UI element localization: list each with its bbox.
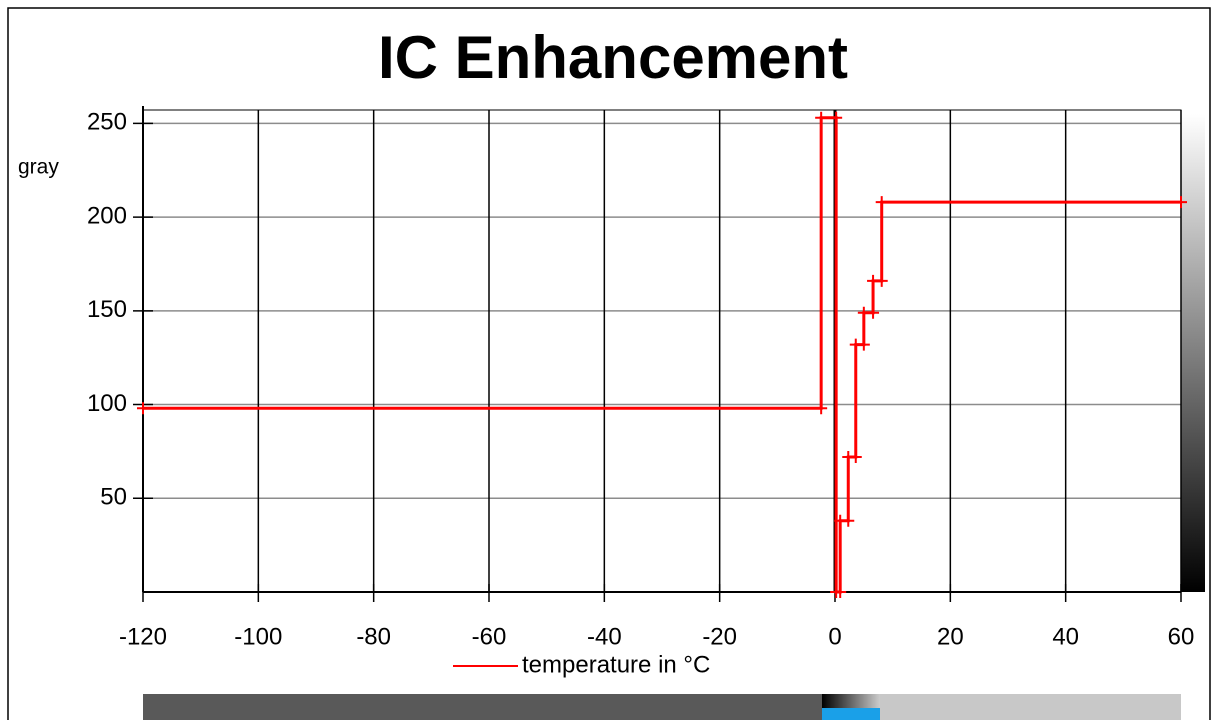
point-marker: [849, 451, 862, 464]
point-marker: [137, 402, 149, 415]
palette-bar: [822, 708, 880, 720]
point-marker: [842, 514, 855, 527]
point-marker: [815, 111, 828, 124]
x-tick-label: 40: [1052, 623, 1079, 650]
series-line: [143, 116, 1181, 594]
x-tick-label: -60: [472, 623, 507, 650]
y-tick-label: 100: [87, 390, 127, 417]
palette-bar: [822, 694, 880, 708]
frame: [7, 7, 1211, 720]
y-tick-label: 200: [87, 202, 127, 229]
x-tick-label: 60: [1168, 623, 1195, 650]
chart-title: IC Enhancement: [378, 24, 848, 91]
point-marker: [875, 274, 888, 287]
point-marker: [1175, 196, 1187, 209]
point-marker: [867, 306, 880, 319]
point-marker: [830, 111, 843, 124]
y-tick-label: 150: [87, 296, 127, 323]
x-tick-label: -40: [587, 623, 622, 650]
point-marker: [857, 338, 870, 351]
x-tick-label: -100: [234, 623, 282, 650]
gray-scale-bar: [1181, 114, 1205, 592]
point-marker: [834, 586, 847, 598]
point-marker: [815, 402, 828, 415]
x-tick-label: 20: [937, 623, 964, 650]
palette-bar: [880, 694, 1181, 720]
y-tick-label: 250: [87, 109, 127, 136]
plot-area: [142, 109, 1182, 593]
x-tick-label: -20: [702, 623, 737, 650]
x-tick-label: -80: [356, 623, 391, 650]
y-tick-label: 50: [100, 484, 127, 511]
x-tick-label: 0: [828, 623, 841, 650]
palette-bar: [143, 694, 822, 720]
point-marker: [875, 196, 888, 209]
legend-label: temperature in °C: [522, 651, 710, 678]
x-tick-label: -120: [119, 623, 167, 650]
y-axis-label: gray: [18, 156, 59, 179]
